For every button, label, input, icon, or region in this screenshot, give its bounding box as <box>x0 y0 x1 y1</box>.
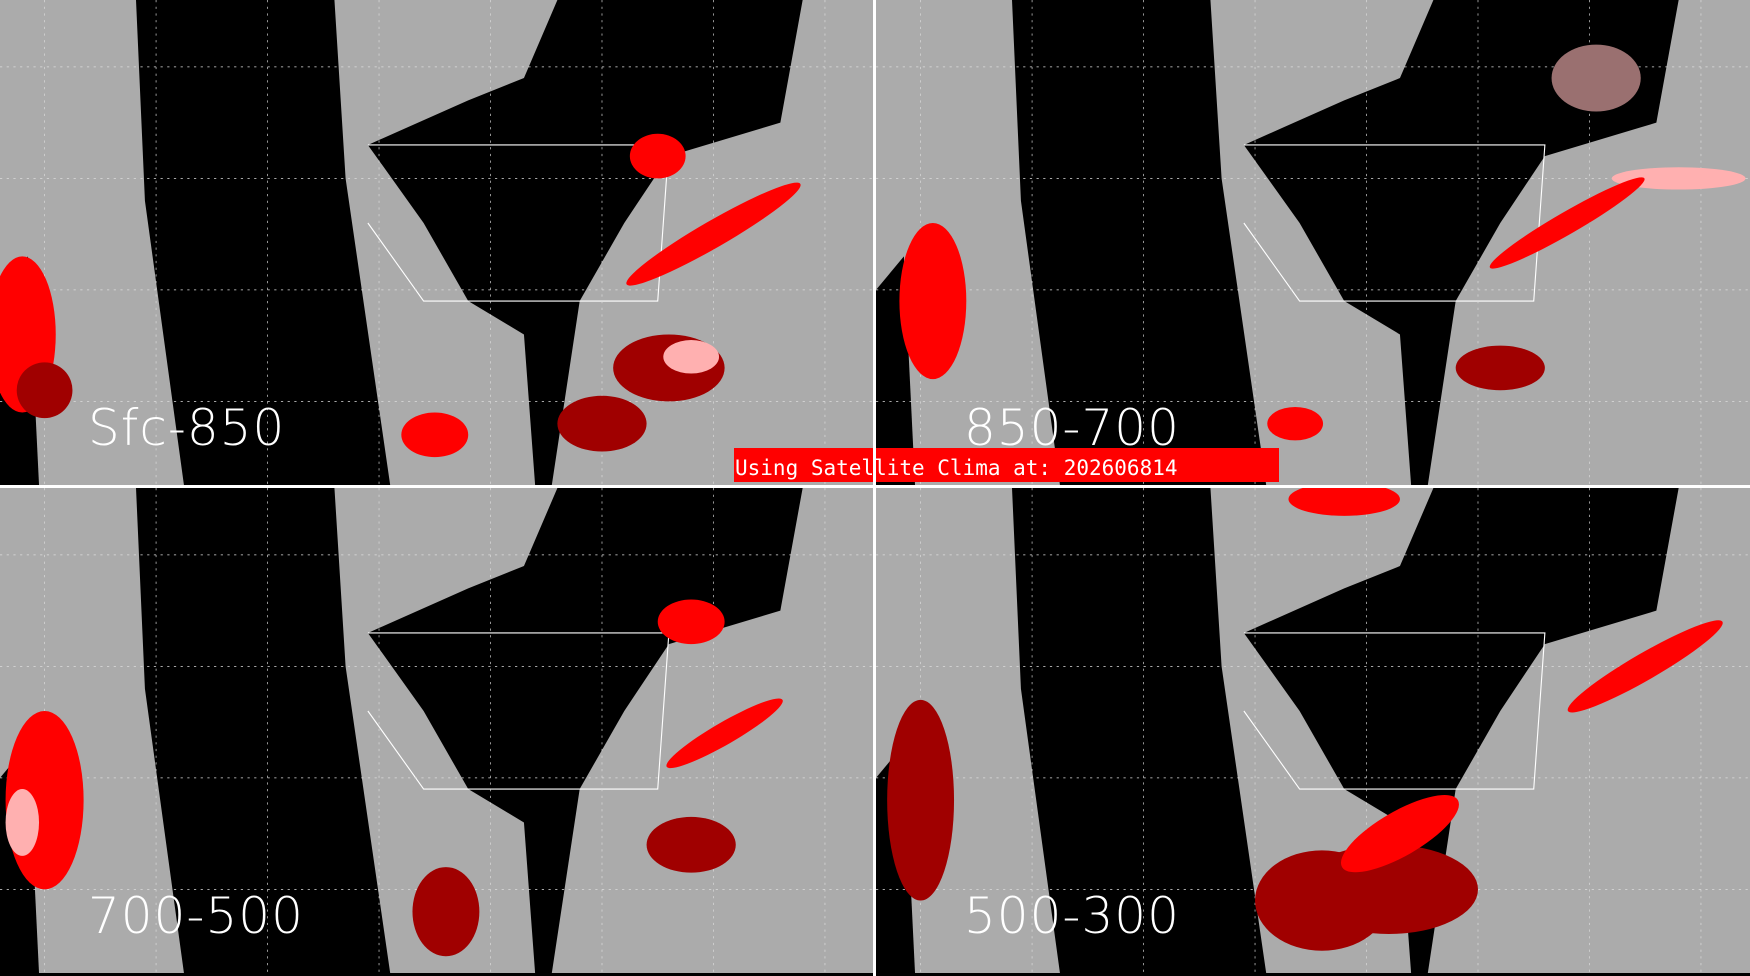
cloud-area <box>1288 488 1400 516</box>
no-data-swath <box>1012 0 1267 485</box>
panel-label: 700-500 <box>88 887 304 945</box>
panel-divider-horizontal <box>0 485 1750 488</box>
cloud-area <box>557 395 647 452</box>
cloud-area <box>1551 44 1641 112</box>
no-data-swath <box>136 0 391 485</box>
cloud-area <box>666 698 783 769</box>
map-850-700 <box>876 0 1750 485</box>
cloud-area <box>887 699 955 901</box>
map-500-300 <box>876 488 1750 973</box>
state-borders <box>367 632 670 790</box>
cloud-area <box>5 789 40 856</box>
panel-divider-vertical <box>873 0 876 976</box>
cloud-area <box>1611 167 1746 190</box>
panel-label: Sfc-850 <box>88 399 286 457</box>
cloud-area <box>899 222 967 380</box>
cloud-area <box>663 340 720 374</box>
state-borders <box>367 144 670 302</box>
cloud-area <box>1340 795 1459 873</box>
panel-700-500: 700-500 <box>0 488 874 973</box>
no-data-swath <box>1243 0 1679 485</box>
state-borders <box>1243 632 1546 790</box>
cloud-area <box>626 182 801 286</box>
satellite-clima-banner: Using Satellite Clima at: 202606814 <box>734 448 1279 482</box>
cloud-area <box>657 599 725 645</box>
no-data-swath <box>1012 488 1267 973</box>
panel-850-700: 850-700 <box>876 0 1750 485</box>
panel-label: 850-700 <box>964 399 1180 457</box>
cloud-area <box>629 133 686 179</box>
cloud-area <box>1455 345 1545 391</box>
map-sfc-850 <box>0 0 874 485</box>
cloud-area <box>412 867 480 957</box>
cloud-area <box>646 816 736 873</box>
panel-500-300: 500-300 <box>876 488 1750 973</box>
map-700-500 <box>0 488 874 973</box>
panel-label: 500-300 <box>964 887 1180 945</box>
no-data-swath <box>136 488 391 973</box>
cloud-area <box>401 412 469 458</box>
no-data-swath <box>367 0 803 485</box>
cloud-area <box>16 362 73 419</box>
cloud-area <box>1267 406 1324 441</box>
state-borders <box>1243 144 1546 302</box>
panel-sfc-850: Sfc-850 <box>0 0 874 485</box>
cloud-area <box>1567 620 1723 713</box>
no-data-swath <box>1243 488 1679 973</box>
cloud-area <box>1489 177 1645 269</box>
